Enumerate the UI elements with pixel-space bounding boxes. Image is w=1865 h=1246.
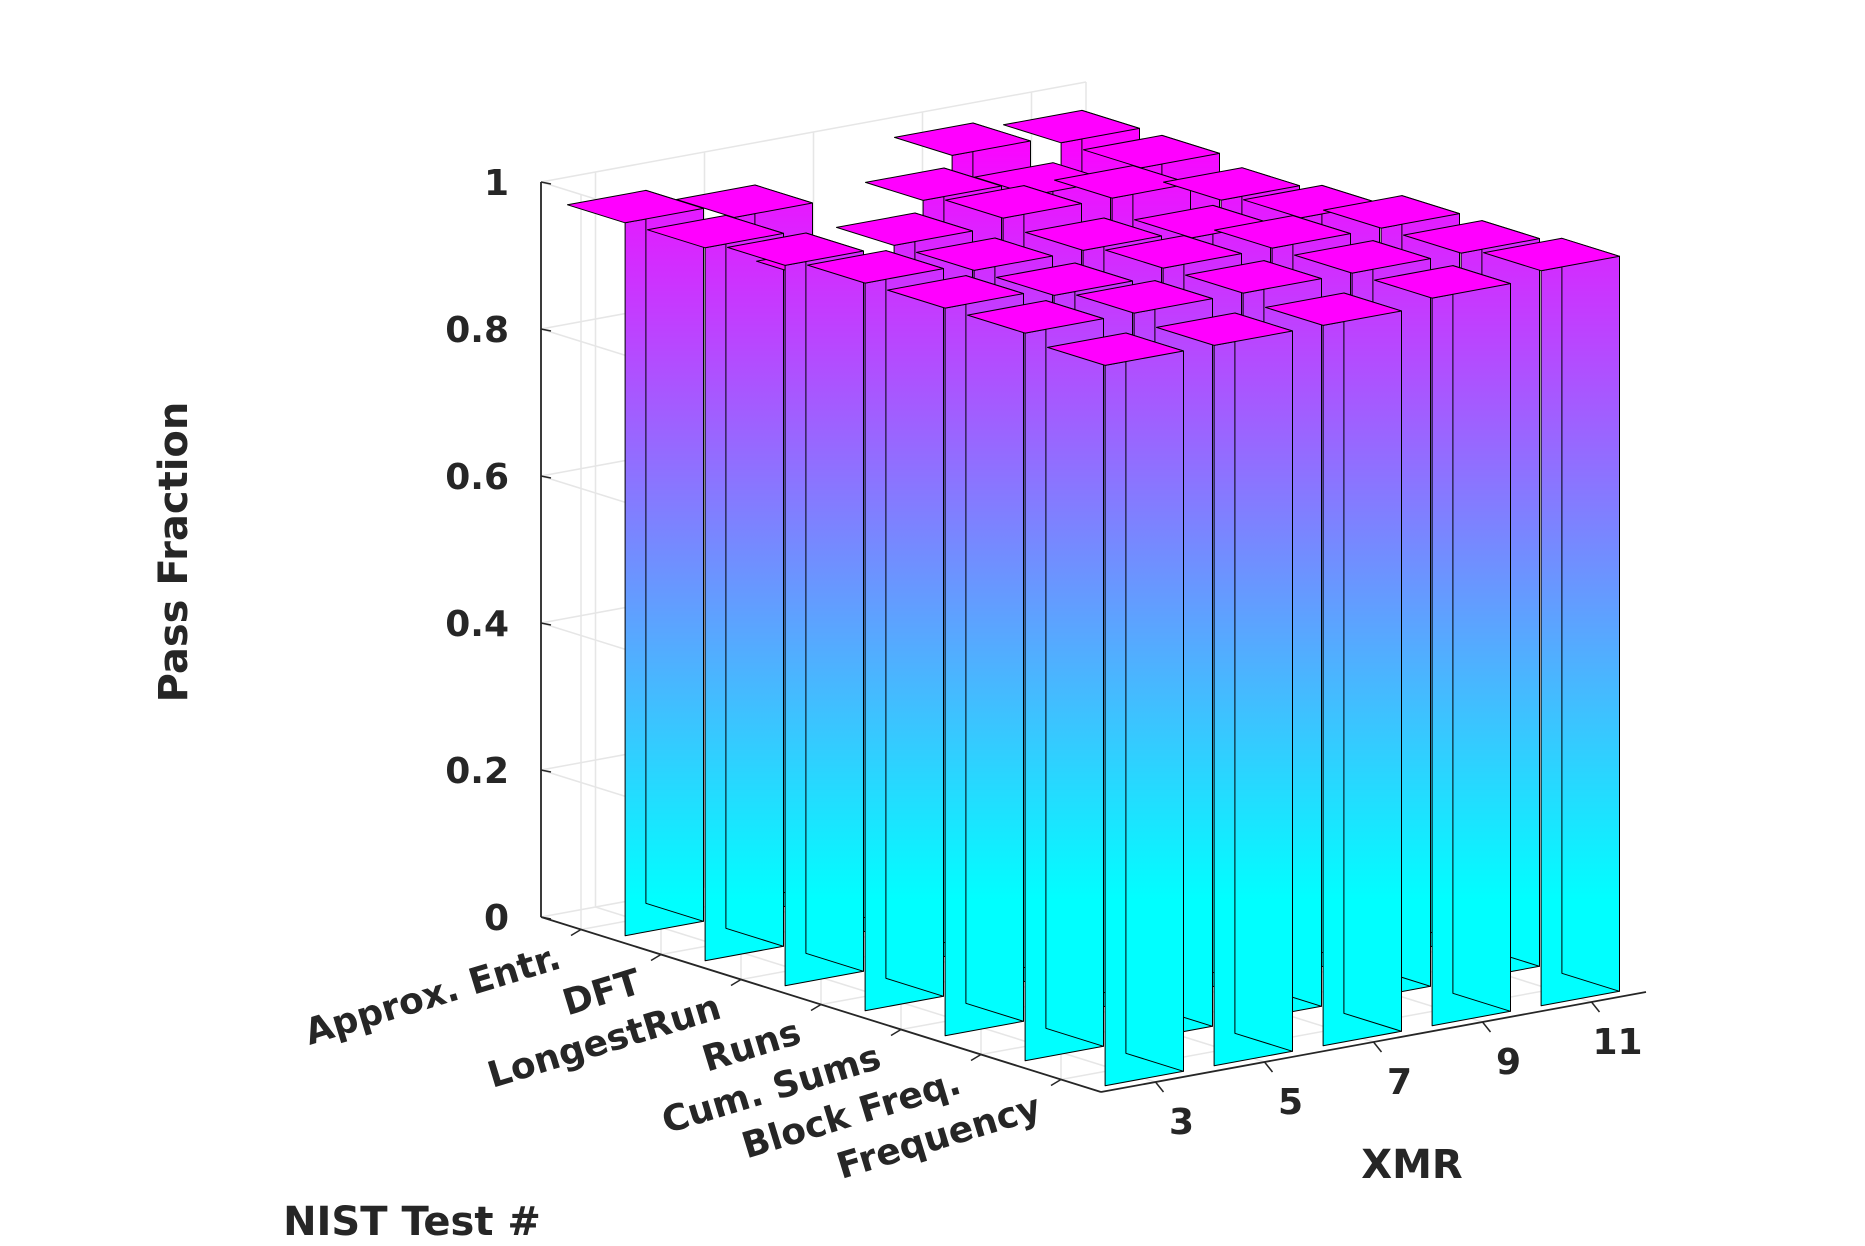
z-tick-label: 1 <box>484 163 509 204</box>
x-tick-label: 9 <box>1496 1042 1521 1083</box>
bars <box>567 109 1620 1087</box>
y-tick-label: Approx. Entr. <box>300 937 565 1054</box>
bar-block-freq--xmr-3 <box>967 300 1104 1062</box>
z-tick-label: 0.8 <box>445 310 509 351</box>
z-axis-label: Pass Fraction <box>151 402 197 703</box>
x-tick-label: 7 <box>1387 1062 1412 1103</box>
bar-approx-entr--xmr-3 <box>567 189 704 937</box>
z-tick-label: 0.2 <box>445 751 509 792</box>
x-tick-label: 11 <box>1592 1022 1642 1063</box>
x-axis-label: XMR <box>1361 1142 1462 1188</box>
bar-frequency-xmr-3 <box>1047 332 1184 1087</box>
z-tick-label: 0.4 <box>445 604 509 645</box>
bar-dft-xmr-3 <box>647 214 784 962</box>
x-tick-label: 3 <box>1169 1102 1194 1143</box>
bar-frequency-xmr-11 <box>1483 237 1620 1007</box>
bar-longestrun-xmr-3 <box>727 232 864 987</box>
bar-frequency-xmr-7 <box>1265 292 1402 1047</box>
bar-frequency-xmr-9 <box>1374 265 1511 1027</box>
bar-cum-sums-xmr-3 <box>887 275 1024 1037</box>
bar-frequency-xmr-5 <box>1156 312 1293 1067</box>
bar-runs-xmr-3 <box>807 250 944 1012</box>
z-tick-label: 0.6 <box>445 457 509 498</box>
z-tick-label: 0 <box>484 898 509 939</box>
x-tick-label: 5 <box>1278 1082 1303 1123</box>
y-axis-label: NIST Test # <box>283 1199 541 1245</box>
